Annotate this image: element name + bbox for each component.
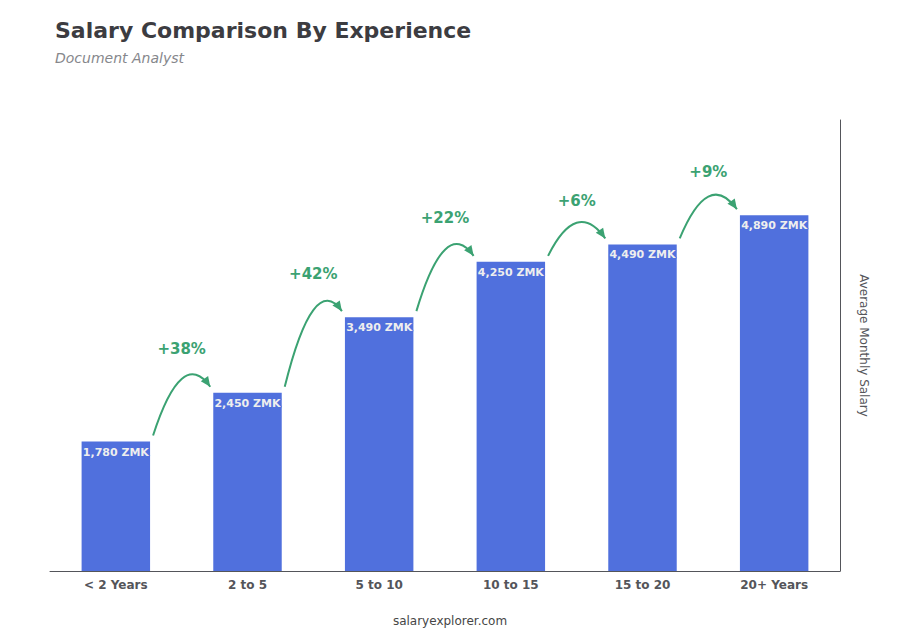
svg-text:+6%: +6% [558, 192, 596, 210]
svg-text:Document Analyst: Document Analyst [55, 50, 184, 66]
svg-text:+38%: +38% [157, 340, 205, 358]
svg-text:4,250 ZMK: 4,250 ZMK [478, 266, 545, 279]
svg-text:20+ Years: 20+ Years [740, 578, 808, 592]
svg-text:4,490 ZMK: 4,490 ZMK [609, 248, 676, 261]
svg-text:+22%: +22% [421, 209, 469, 227]
svg-text:15 to 20: 15 to 20 [615, 578, 671, 592]
svg-text:< 2 Years: < 2 Years [84, 578, 148, 592]
svg-text:1,780 ZMK: 1,780 ZMK [83, 446, 150, 459]
svg-text:Salary Comparison By Experienc: Salary Comparison By Experience [55, 18, 471, 43]
svg-text:3,490 ZMK: 3,490 ZMK [346, 321, 413, 334]
svg-text:4,890 ZMK: 4,890 ZMK [741, 219, 808, 232]
svg-text:salaryexplorer.com: salaryexplorer.com [393, 614, 507, 628]
svg-text:Average Monthly Salary: Average Monthly Salary [857, 274, 871, 417]
svg-text:2 to 5: 2 to 5 [228, 578, 267, 592]
svg-text:+9%: +9% [689, 163, 727, 181]
svg-text:10 to 15: 10 to 15 [483, 578, 539, 592]
svg-text:2,450 ZMK: 2,450 ZMK [214, 397, 281, 410]
svg-text:+42%: +42% [289, 265, 337, 283]
svg-text:5 to 10: 5 to 10 [355, 578, 402, 592]
